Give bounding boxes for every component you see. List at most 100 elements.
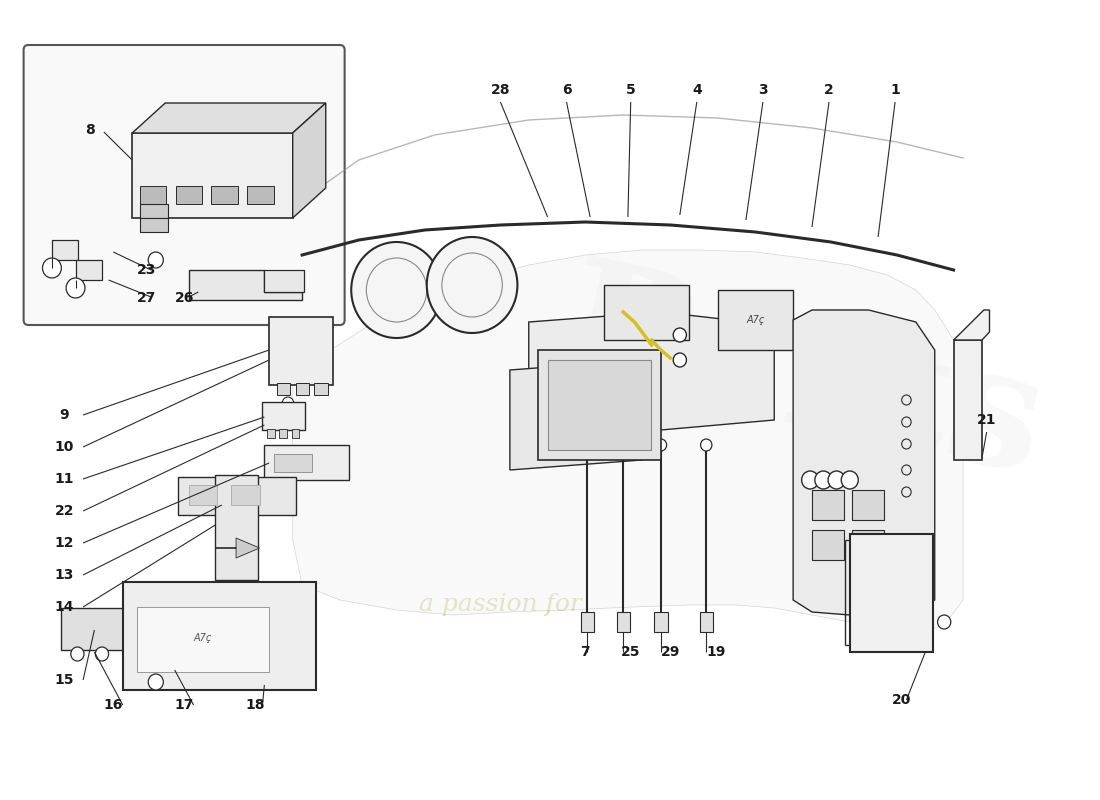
Circle shape: [673, 328, 686, 342]
Bar: [296, 383, 309, 395]
Polygon shape: [510, 360, 642, 470]
Text: 29: 29: [661, 645, 680, 659]
Circle shape: [43, 258, 62, 278]
Text: 21: 21: [977, 413, 997, 427]
Bar: [264, 445, 350, 480]
Text: 11: 11: [55, 472, 74, 486]
Circle shape: [148, 674, 163, 690]
Circle shape: [815, 471, 832, 489]
Circle shape: [802, 471, 818, 489]
FancyBboxPatch shape: [23, 45, 344, 325]
Bar: [279, 429, 287, 438]
Polygon shape: [216, 538, 260, 558]
Text: A7ç: A7ç: [746, 315, 764, 325]
Bar: [538, 350, 661, 460]
Circle shape: [656, 439, 667, 451]
Bar: [270, 317, 333, 385]
Text: 13: 13: [55, 568, 74, 582]
Bar: [851, 530, 883, 560]
Circle shape: [582, 439, 593, 451]
Bar: [276, 383, 290, 395]
Circle shape: [617, 439, 629, 451]
Bar: [700, 612, 713, 632]
Bar: [267, 429, 275, 438]
Text: 14: 14: [55, 600, 74, 614]
Circle shape: [842, 471, 858, 489]
Bar: [812, 490, 844, 520]
Circle shape: [66, 278, 85, 298]
Circle shape: [283, 397, 294, 409]
Text: A7ç: A7ç: [194, 633, 212, 643]
Bar: [548, 360, 651, 450]
Bar: [177, 477, 296, 515]
Text: 18: 18: [245, 698, 265, 712]
Circle shape: [828, 471, 845, 489]
Bar: [52, 240, 78, 260]
Bar: [617, 612, 630, 632]
Text: 26: 26: [175, 291, 194, 305]
Bar: [851, 490, 883, 520]
Bar: [62, 608, 125, 650]
Bar: [211, 186, 238, 204]
Circle shape: [673, 353, 686, 367]
Text: 17: 17: [175, 698, 194, 712]
Bar: [176, 186, 202, 204]
Bar: [264, 270, 304, 292]
Bar: [189, 485, 217, 505]
Polygon shape: [529, 312, 774, 430]
Bar: [140, 204, 168, 218]
Text: 25: 25: [621, 645, 640, 659]
Text: 5: 5: [626, 83, 636, 97]
Circle shape: [148, 252, 163, 268]
Text: 10: 10: [55, 440, 74, 454]
Bar: [604, 285, 690, 340]
Circle shape: [96, 647, 109, 661]
Bar: [263, 402, 305, 430]
Text: 4: 4: [692, 83, 702, 97]
Polygon shape: [293, 103, 326, 218]
Bar: [850, 534, 933, 652]
Text: 23: 23: [136, 263, 156, 277]
Circle shape: [701, 439, 712, 451]
Bar: [140, 186, 166, 204]
Text: 16: 16: [103, 698, 123, 712]
Polygon shape: [293, 250, 964, 635]
Text: 19: 19: [706, 645, 725, 659]
Text: 15: 15: [55, 673, 74, 687]
Text: 12: 12: [55, 536, 74, 550]
Bar: [654, 612, 668, 632]
Text: 2: 2: [824, 83, 834, 97]
Bar: [136, 607, 270, 672]
Bar: [76, 260, 102, 280]
Text: 7: 7: [581, 645, 591, 659]
Polygon shape: [793, 310, 935, 615]
Bar: [140, 218, 168, 232]
Bar: [292, 429, 299, 438]
Bar: [717, 290, 793, 350]
Text: 6: 6: [562, 83, 571, 97]
Bar: [954, 340, 982, 460]
Circle shape: [351, 242, 442, 338]
Bar: [581, 612, 594, 632]
Bar: [132, 133, 293, 218]
Text: 28: 28: [491, 83, 510, 97]
Text: 27: 27: [136, 291, 156, 305]
Polygon shape: [132, 103, 326, 133]
Bar: [248, 186, 274, 204]
Circle shape: [937, 615, 950, 629]
Bar: [812, 530, 844, 560]
Circle shape: [70, 647, 84, 661]
Text: 20: 20: [892, 693, 912, 707]
Circle shape: [427, 237, 517, 333]
Text: 9: 9: [59, 408, 69, 422]
Bar: [315, 383, 328, 395]
Text: 8: 8: [85, 123, 95, 137]
Text: 1: 1: [890, 83, 900, 97]
Bar: [123, 582, 317, 690]
Text: 22: 22: [55, 504, 74, 518]
Bar: [231, 485, 260, 505]
Bar: [274, 454, 311, 472]
Bar: [216, 475, 257, 580]
Text: Parts: Parts: [548, 250, 1058, 510]
Text: 3: 3: [758, 83, 768, 97]
